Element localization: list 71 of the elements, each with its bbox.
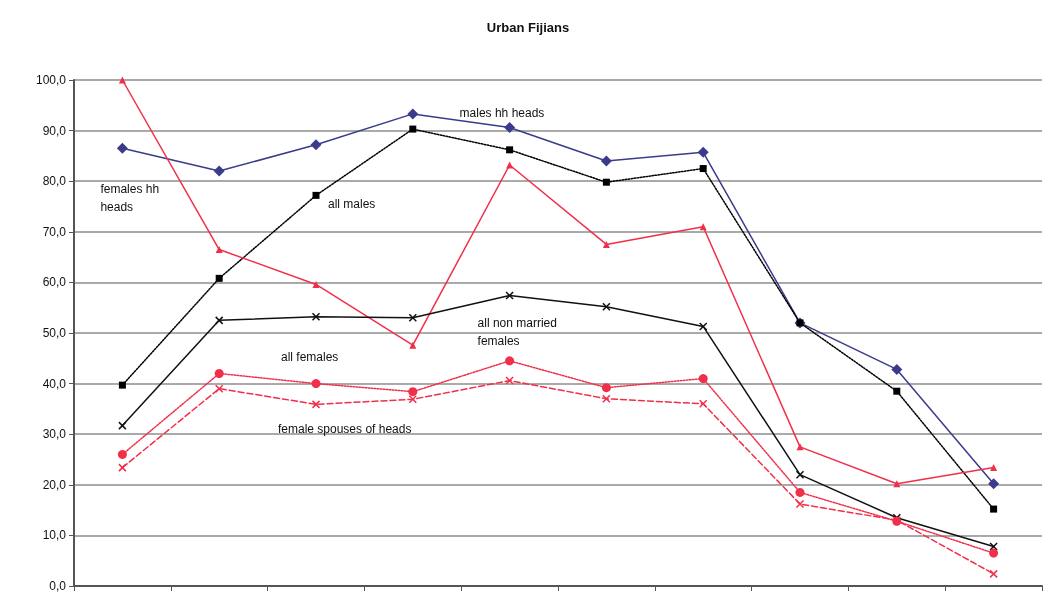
point bbox=[698, 374, 708, 384]
point bbox=[504, 122, 516, 134]
point bbox=[215, 274, 223, 282]
y-tick-label: 20,0 bbox=[42, 477, 67, 492]
y-tick-label: 40,0 bbox=[42, 376, 67, 391]
point bbox=[795, 499, 805, 509]
point bbox=[795, 470, 805, 479]
point bbox=[698, 322, 708, 331]
point bbox=[409, 125, 417, 133]
point bbox=[989, 542, 998, 551]
point bbox=[698, 399, 708, 409]
point bbox=[988, 478, 1000, 490]
y-tick-label: 60,0 bbox=[42, 275, 67, 290]
point bbox=[311, 379, 321, 389]
point bbox=[699, 165, 707, 173]
point bbox=[600, 155, 612, 167]
point bbox=[214, 316, 224, 325]
series-label: females hh heads bbox=[100, 182, 163, 214]
point bbox=[989, 548, 999, 558]
point bbox=[116, 142, 128, 154]
point bbox=[214, 384, 224, 393]
point bbox=[312, 191, 320, 199]
y-tick-label: 100,0 bbox=[35, 73, 67, 87]
point bbox=[409, 341, 417, 349]
y-tick-label: 50,0 bbox=[42, 326, 67, 340]
point bbox=[990, 505, 998, 513]
point bbox=[311, 312, 321, 322]
point bbox=[311, 400, 321, 409]
point bbox=[310, 139, 322, 151]
point bbox=[989, 569, 998, 579]
series-label: all females bbox=[281, 349, 339, 364]
point bbox=[214, 368, 224, 378]
point bbox=[796, 443, 804, 451]
point bbox=[505, 291, 514, 300]
point bbox=[893, 387, 901, 395]
point bbox=[312, 280, 320, 288]
point bbox=[118, 76, 126, 84]
point bbox=[795, 487, 805, 497]
point bbox=[602, 178, 610, 186]
chart-title: Urban Fijians bbox=[486, 20, 570, 35]
point bbox=[408, 387, 418, 397]
point bbox=[602, 302, 611, 311]
series-label: males hh heads bbox=[459, 105, 545, 120]
point bbox=[506, 161, 514, 169]
series-label: all males bbox=[328, 197, 376, 212]
point bbox=[601, 383, 611, 393]
point bbox=[990, 464, 998, 472]
point bbox=[118, 463, 127, 472]
point bbox=[408, 313, 418, 323]
point bbox=[215, 246, 223, 254]
point bbox=[602, 240, 610, 248]
series-label: all non married females bbox=[477, 315, 561, 348]
point bbox=[407, 108, 419, 120]
point bbox=[891, 363, 903, 375]
point bbox=[117, 449, 127, 459]
y-tick-label: 10,0 bbox=[42, 528, 67, 543]
point bbox=[213, 165, 225, 177]
point bbox=[118, 381, 126, 389]
point bbox=[697, 146, 709, 158]
y-tick-label: 70,0 bbox=[42, 224, 67, 239]
point bbox=[505, 376, 514, 385]
y-tick-label: 30,0 bbox=[42, 427, 67, 442]
point bbox=[118, 421, 127, 430]
point bbox=[505, 356, 515, 366]
point bbox=[602, 394, 611, 404]
point bbox=[408, 395, 418, 404]
y-tick-label: 80,0 bbox=[42, 174, 67, 189]
y-tick-label: 0,0 bbox=[49, 579, 67, 593]
point bbox=[506, 146, 514, 154]
series-label: female spouses of heads bbox=[278, 422, 412, 437]
y-tick-label: 90,0 bbox=[42, 123, 67, 138]
